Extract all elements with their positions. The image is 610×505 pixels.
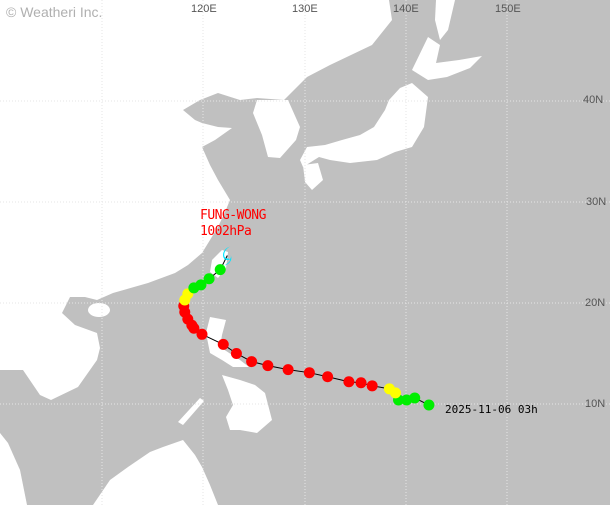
track-point: [322, 371, 334, 383]
track-point: [230, 348, 242, 359]
land-asia-mainland: [0, 0, 392, 400]
track-point: [282, 364, 294, 376]
track-point: [246, 356, 258, 368]
storm-track: [178, 246, 435, 411]
land-kyushu: [303, 163, 323, 190]
lat-label-30n: 30N: [586, 196, 607, 208]
track-start-time: 2025-11-06 03h: [445, 403, 538, 416]
land-malay-peninsula: [0, 433, 27, 505]
land-borneo: [93, 440, 218, 505]
lon-label-130e: 130E: [292, 3, 318, 15]
track-point: [423, 399, 435, 411]
land-hokkaido: [412, 37, 482, 80]
track-point: [401, 394, 413, 406]
lat-label-20n: 20N: [585, 297, 606, 309]
copyright-text: © Weatheri Inc.: [6, 4, 103, 20]
lon-label-140e: 140E: [393, 3, 419, 15]
land-hainan: [88, 303, 110, 317]
land-sakhalin: [435, 0, 455, 40]
track-point: [203, 273, 215, 285]
land-honshu: [300, 83, 428, 167]
lat-label-10n: 10N: [585, 398, 606, 410]
typhoon-symbol-icon: [223, 246, 232, 266]
track-point: [366, 380, 378, 392]
track-point: [343, 376, 355, 388]
track-point: [195, 279, 207, 291]
track-point: [214, 264, 226, 276]
track-point: [217, 338, 229, 350]
lon-label-120e: 120E: [191, 3, 217, 15]
track-point: [262, 360, 274, 372]
track-point: [383, 383, 395, 395]
track-point: [355, 377, 367, 389]
land-palawan: [178, 398, 204, 425]
storm-name: FUNG-WONG: [200, 208, 266, 223]
land-luzon: [206, 317, 249, 367]
track-point: [303, 367, 315, 379]
track-point: [196, 328, 208, 340]
storm-pressure: 1002hPa: [200, 224, 252, 239]
lat-label-40n: 40N: [583, 94, 604, 106]
lon-label-150e: 150E: [495, 3, 521, 15]
